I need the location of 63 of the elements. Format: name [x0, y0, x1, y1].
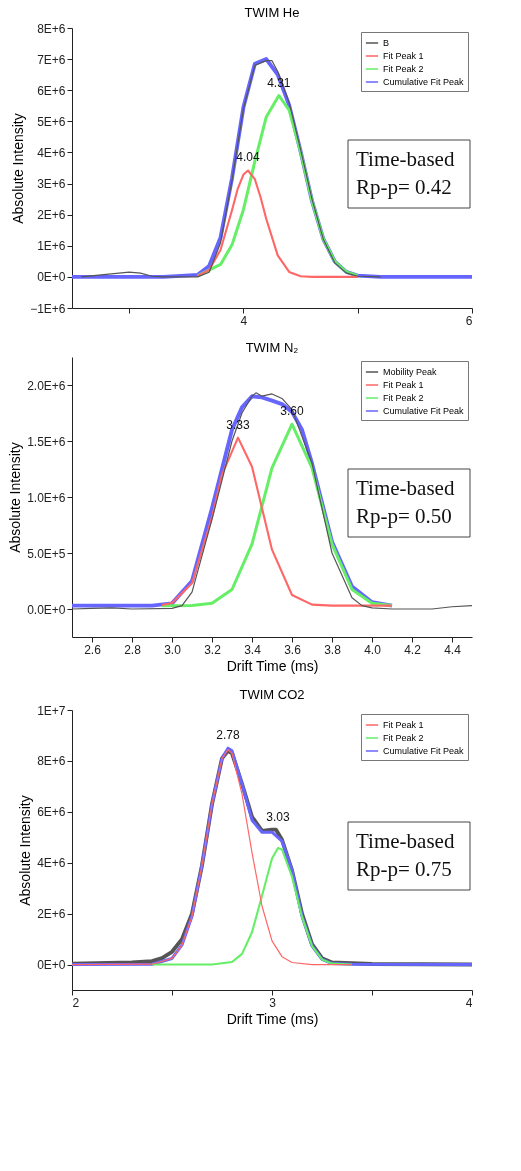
x-tick-label: 2.8: [124, 642, 142, 657]
x-tick-label: 3: [269, 995, 277, 1010]
y-axis-title: Absolute Intensity: [7, 442, 24, 553]
x-tick-label: 2: [72, 995, 80, 1010]
legend-label: Fit Peak 2: [383, 393, 424, 403]
y-tick-label: 5E+6: [37, 114, 66, 129]
y-tick-label: 1E+6: [37, 239, 66, 254]
y-tick-label: 4E+6: [37, 145, 66, 160]
x-tick-label: 4: [240, 313, 248, 328]
y-tick-label: 6E+6: [37, 83, 66, 98]
legend-label: Cumulative Fit Peak: [383, 77, 465, 87]
y-tick-label: 2.0E+6: [27, 378, 66, 393]
legend-label: B: [383, 38, 390, 48]
x-tick-label: 3.8: [324, 642, 342, 657]
y-tick-label: 7E+6: [37, 52, 66, 67]
y-tick-label: 0.0E+0: [27, 602, 66, 617]
annotation: Time-based: [356, 476, 455, 500]
x-tick-label: 3.0: [164, 642, 182, 657]
x-axis-title: Drift Time (ms): [226, 657, 319, 674]
legend-label: Fit Peak 1: [383, 380, 424, 390]
legend-label: Cumulative Fit Peak: [383, 746, 465, 756]
chart-title: TWIM N₂: [245, 340, 299, 355]
annotation: Time-based: [356, 829, 455, 853]
annotation: Rp-p= 0.50: [356, 504, 452, 528]
x-tick-label: 3.2: [204, 642, 222, 657]
legend-label: Cumulative Fit Peak: [383, 406, 465, 416]
x-tick-label: 4.2: [404, 642, 422, 657]
x-tick-label: 4: [465, 995, 473, 1010]
annotation: Rp-p= 0.75: [356, 857, 452, 881]
legend-label: Mobility Peak: [383, 367, 438, 377]
chart-title: TWIM CO2: [239, 687, 305, 702]
x-tick-label: 4.4: [444, 642, 462, 657]
x-tick-label: 4.0: [364, 642, 382, 657]
y-tick-label: 1.5E+6: [27, 434, 66, 449]
x-tick-label: 2.6: [84, 642, 102, 657]
y-tick-label: 2E+6: [37, 907, 66, 922]
y-axis-title: Absolute Intensity: [10, 113, 27, 224]
y-tick-label: −1E+6: [30, 301, 66, 316]
annotation: Rp-p= 0.42: [356, 175, 452, 199]
y-tick-label: 3E+6: [37, 177, 66, 192]
y-tick-label: 4E+6: [37, 856, 66, 871]
legend-label: Fit Peak 1: [383, 720, 424, 730]
y-tick-label: 1.0E+6: [27, 490, 66, 505]
y-axis-title: Absolute Intensity: [17, 795, 34, 906]
x-tick-label: 3.4: [244, 642, 262, 657]
y-tick-label: 0E+0: [37, 958, 66, 973]
annotation: 3.03: [266, 809, 290, 824]
chart-title: TWIM He: [244, 5, 300, 20]
legend-label: Fit Peak 2: [383, 733, 424, 743]
x-axis-title: Drift Time (ms): [226, 1010, 319, 1027]
y-tick-label: 5.0E+5: [27, 546, 66, 561]
annotation: Time-based: [356, 147, 455, 171]
y-tick-label: 2E+6: [37, 208, 66, 223]
y-tick-label: 1E+7: [37, 703, 66, 718]
annotation: 2.78: [216, 728, 240, 743]
y-tick-label: 0E+0: [37, 270, 66, 285]
legend-label: Fit Peak 2: [383, 64, 424, 74]
y-tick-label: 8E+6: [37, 754, 66, 769]
y-tick-label: 8E+6: [37, 21, 66, 36]
x-tick-label: 6: [465, 313, 473, 328]
y-tick-label: 6E+6: [37, 805, 66, 820]
legend-label: Fit Peak 1: [383, 51, 424, 61]
x-tick-label: 3.6: [284, 642, 302, 657]
